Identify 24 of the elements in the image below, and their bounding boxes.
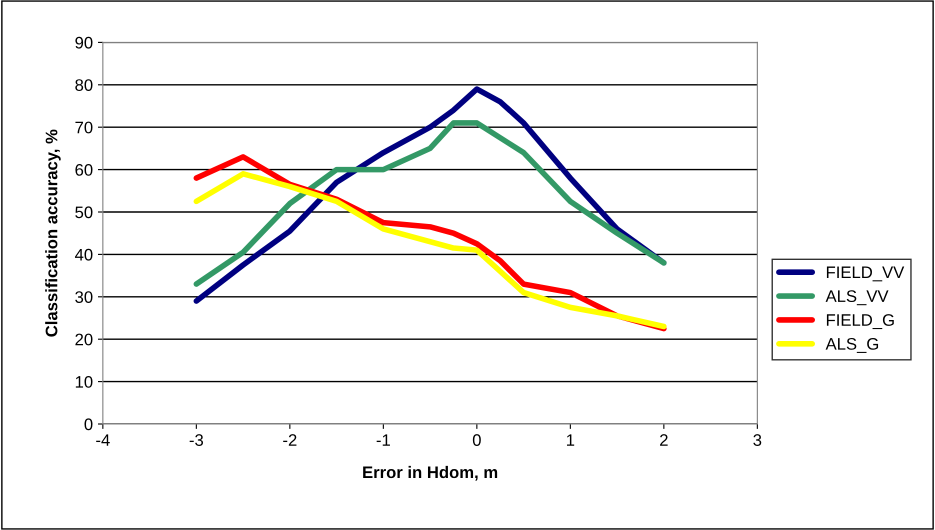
y-tick-label: 0 — [84, 418, 92, 430]
y-tick-label: 40 — [74, 248, 92, 261]
x-tick-label: -2 — [283, 434, 296, 446]
x-tick-label: 0 — [472, 434, 481, 446]
legend-label: FIELD_G — [826, 314, 894, 330]
y-tick-label: 30 — [75, 291, 92, 304]
x-tick-label: -4 — [96, 434, 110, 446]
x-tick-label: -3 — [190, 434, 204, 446]
x-tick-label: -1 — [376, 434, 390, 446]
x-axis-title: Error in Hdom, m — [363, 466, 498, 481]
legend-label: FIELD_VV — [826, 266, 904, 282]
y-tick-label: 90 — [75, 36, 92, 49]
y-axis-title: Classification accuracy, % — [45, 130, 61, 337]
x-tick-label: 1 — [566, 434, 574, 446]
y-tick-label: 10 — [76, 376, 92, 388]
legend-label: ALS_G — [826, 338, 878, 353]
y-tick-label: 60 — [75, 164, 92, 176]
y-tick-label: 50 — [75, 206, 92, 218]
y-tick-label: 70 — [75, 122, 92, 134]
y-tick-label: 20 — [75, 334, 92, 346]
legend-label: ALS_VV — [826, 290, 888, 306]
x-tick-label: 3 — [753, 434, 762, 446]
x-tick-label: 2 — [660, 434, 668, 446]
y-tick-label: 80 — [75, 79, 92, 92]
